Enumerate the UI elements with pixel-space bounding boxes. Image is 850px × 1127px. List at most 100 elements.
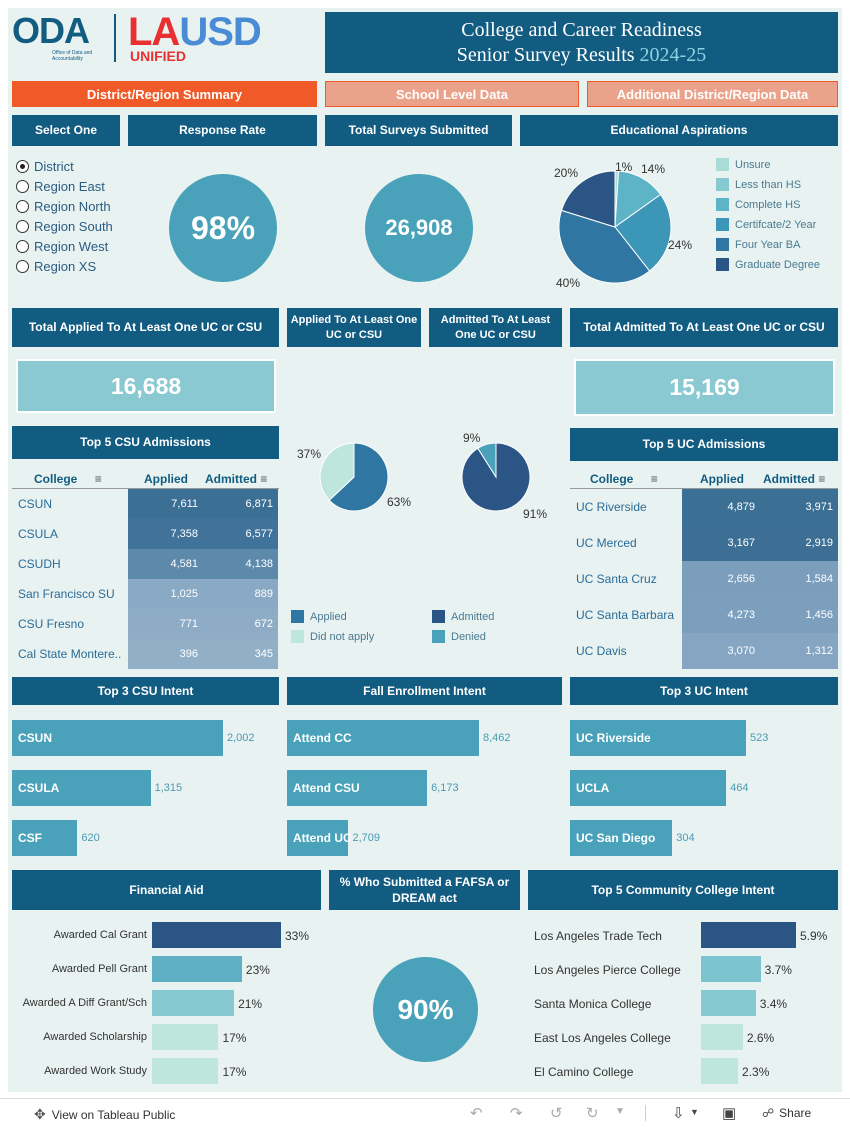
table-cell-admitted: 889 <box>203 579 278 609</box>
total-applied-header: Total Applied To At Least One UC or CSU <box>12 308 279 347</box>
fullscreen-icon[interactable]: ▣ <box>722 1105 737 1122</box>
table-cell-admitted: 345 <box>203 639 278 669</box>
table-cell-applied: 771 <box>128 609 203 639</box>
legend-swatch <box>716 158 729 171</box>
table-row-college: CSUN <box>18 497 53 511</box>
cc-intent-bar <box>701 990 756 1016</box>
table-row-college: UC Santa Cruz <box>576 572 657 586</box>
legend-swatch <box>432 630 445 643</box>
csu-col-college[interactable]: College ≡ <box>34 472 102 486</box>
undo-icon[interactable]: ↶ <box>470 1105 483 1122</box>
top-csu-header: Top 5 CSU Admissions <box>12 426 279 459</box>
footer-divider <box>645 1105 646 1121</box>
aspirations-legend-item: Complete HS <box>716 198 800 211</box>
cc-intent-value: 3.7% <box>764 963 792 977</box>
intent-value: 523 <box>750 732 769 744</box>
radio-icon <box>16 220 29 233</box>
lausd-logo-la: LA <box>128 10 180 54</box>
intent-bar: Attend CSU <box>287 770 428 806</box>
aspirations-legend-item: Four Year BA <box>716 238 800 251</box>
aspirations-slice <box>558 209 651 284</box>
table-row-college: CSULA <box>18 527 59 541</box>
intent-bar: UCLA <box>570 770 727 806</box>
chevron-down-icon[interactable]: ▼ <box>615 1106 625 1117</box>
legend-swatch <box>716 198 729 211</box>
table-row-college: CSUDH <box>18 557 61 571</box>
financial-aid-bar <box>152 1058 219 1084</box>
intent-value: 1,315 <box>154 782 183 794</box>
aspirations-header: Educational Aspirations <box>520 115 838 146</box>
region-option-xs[interactable]: Region XS <box>16 259 96 274</box>
table-cell-admitted: 1,584 <box>760 561 838 597</box>
tab-additional-district-region-data[interactable]: Additional District/Region Data <box>587 81 838 107</box>
download-dropdown-icon[interactable]: ▼ <box>690 1107 699 1117</box>
view-on-tableau-link[interactable]: ✥ View on Tableau Public <box>34 1106 176 1122</box>
tab-district-region-summary[interactable]: District/Region Summary <box>12 81 317 107</box>
cc-intent-label: El Camino College <box>534 1065 634 1079</box>
cc-intent-label: Los Angeles Pierce College <box>534 963 681 977</box>
top-uc-header: Top 5 UC Admissions <box>570 428 838 461</box>
uc-col-college[interactable]: College ≡ <box>590 472 658 486</box>
aspirations-pie <box>558 170 672 284</box>
uc-col-applied[interactable]: Applied <box>700 472 744 486</box>
table-cell-admitted: 3,971 <box>760 489 838 525</box>
uc-col-admitted[interactable]: Admitted ≡ <box>763 472 826 486</box>
redo-icon[interactable]: ↷ <box>510 1105 523 1122</box>
legend-swatch <box>716 218 729 231</box>
tab-school-level-data[interactable]: School Level Data <box>325 81 579 107</box>
radio-icon <box>16 260 29 273</box>
table-row-college: UC Merced <box>576 536 637 550</box>
region-option-north[interactable]: Region North <box>16 199 111 214</box>
financial-aid-value: 17% <box>222 1065 247 1079</box>
table-row-college: UC Davis <box>576 644 627 658</box>
oda-logo-subtitle: Office of Data and Accountability <box>52 50 93 62</box>
total-surveys-value: 26,908 <box>365 174 473 282</box>
uc-intent-header: Top 3 UC Intent <box>570 677 838 705</box>
cc-intent-bar <box>701 956 761 982</box>
legend-swatch <box>291 610 304 623</box>
intent-value: 2,002 <box>227 732 255 744</box>
table-cell-admitted: 2,919 <box>760 525 838 561</box>
share-button[interactable]: ☍ Share <box>762 1106 812 1120</box>
intent-bar: Attend UC <box>287 820 352 856</box>
table-row-college: UC Santa Barbara <box>576 608 675 622</box>
table-cell-applied: 1,025 <box>128 579 203 609</box>
revert-icon[interactable]: ↺ <box>550 1105 563 1122</box>
table-cell-admitted: 672 <box>203 609 278 639</box>
intent-bar: UC San Diego <box>570 820 673 856</box>
cc-intent-value: 2.6% <box>746 1031 775 1045</box>
region-option-west[interactable]: Region West <box>16 239 108 254</box>
financial-aid-value: 33% <box>285 929 310 943</box>
title-line1: College and Career Readiness <box>461 19 702 41</box>
tableau-footer <box>0 1098 850 1127</box>
financial-aid-bar <box>152 990 235 1016</box>
intent-value: 8,462 <box>483 732 511 744</box>
title-banner: College and Career Readiness Senior Surv… <box>325 12 838 73</box>
download-icon[interactable]: ⇩ <box>672 1105 685 1122</box>
total-surveys-header: Total Surveys Submitted <box>325 115 512 146</box>
cc-intent-bar <box>701 1024 743 1050</box>
region-option-south[interactable]: Region South <box>16 219 113 234</box>
fafsa-header: % Who Submitted a FAFSA or DREAM act <box>329 870 520 910</box>
tableau-icon: ✥ <box>34 1106 46 1122</box>
intent-value: 464 <box>730 782 749 794</box>
legend-swatch <box>432 610 445 623</box>
title-year: 2024-25 <box>639 44 707 66</box>
aspirations-label-24: 24% <box>668 238 693 252</box>
csu-col-admitted[interactable]: Admitted ≡ <box>205 472 268 486</box>
aspirations-legend-item: Less than HS <box>716 178 801 191</box>
applied-pie <box>319 442 389 512</box>
table-cell-admitted: 1,456 <box>760 597 838 633</box>
legend-swatch <box>291 630 304 643</box>
financial-aid-value: 21% <box>238 997 263 1011</box>
refresh-icon[interactable]: ↻ <box>586 1105 599 1122</box>
response-rate-header: Response Rate <box>128 115 317 146</box>
aspirations-slice <box>560 170 616 228</box>
select-one-header: Select One <box>12 115 120 146</box>
csu-col-applied[interactable]: Applied <box>144 472 188 486</box>
financial-aid-header: Financial Aid <box>12 870 321 910</box>
region-option-east[interactable]: Region East <box>16 179 105 194</box>
region-option-district[interactable]: District <box>16 159 74 174</box>
admitted-pie <box>461 442 531 512</box>
cc-intent-value: 2.3% <box>742 1065 770 1079</box>
